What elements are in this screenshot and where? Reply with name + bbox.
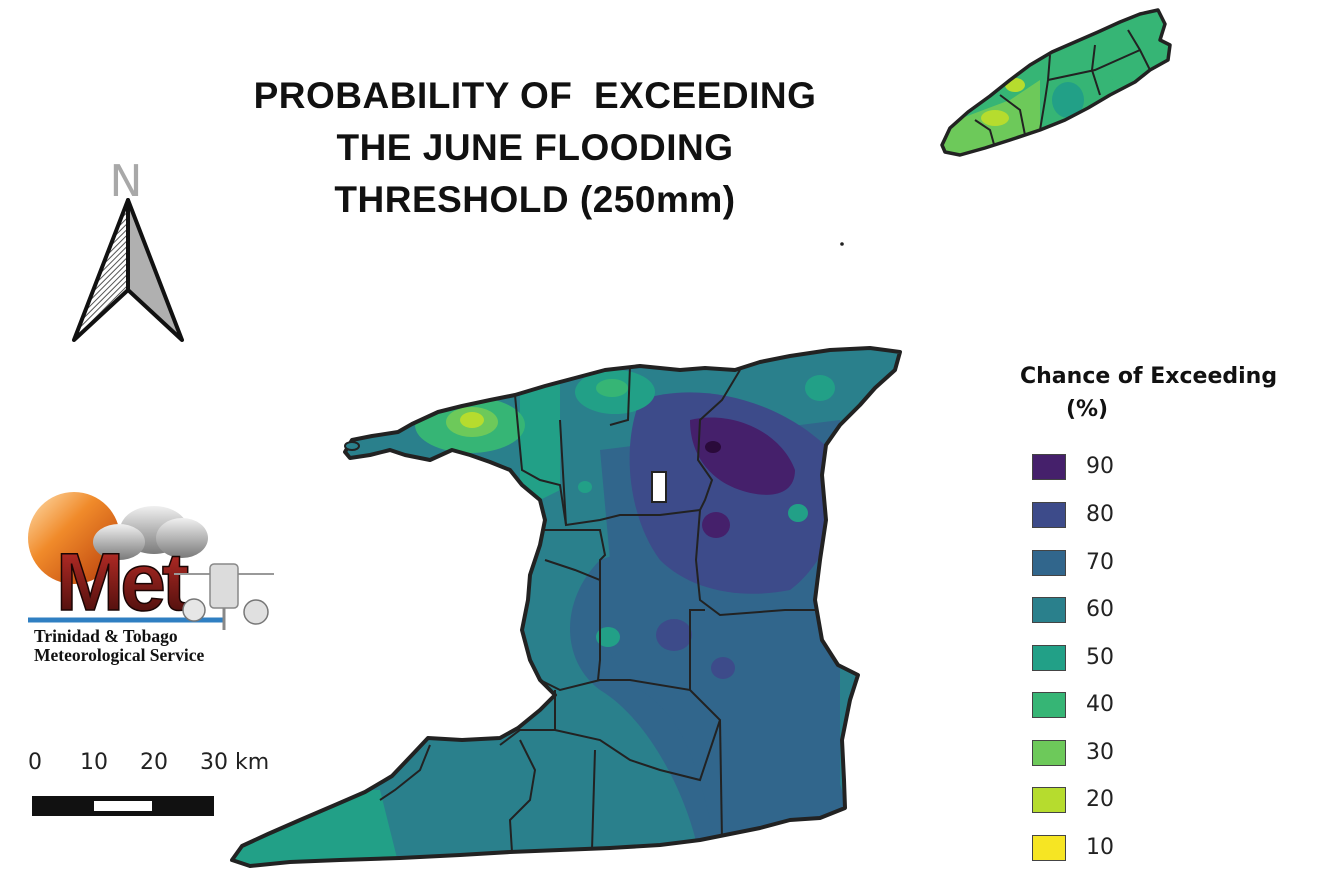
met-service-logo: Met Trinidad & Tobago Meteorological Ser… — [24, 490, 284, 670]
scale-bar-graphic — [32, 796, 214, 816]
legend-swatch — [1032, 502, 1066, 528]
organization-name: Trinidad & Tobago Meteorological Service — [34, 627, 204, 665]
legend-swatch — [1032, 835, 1066, 861]
legend-label: 50 — [1086, 645, 1114, 670]
tobago-island — [942, 10, 1170, 155]
title-line-2: THE JUNE FLOODING — [336, 127, 734, 168]
legend-item-40: 40 — [1032, 692, 1232, 722]
scale-label-0: 0 — [28, 750, 42, 775]
legend-item-20: 20 — [1032, 787, 1232, 817]
legend-item-50: 50 — [1032, 645, 1232, 675]
legend-label: 10 — [1086, 835, 1114, 860]
legend-label: 40 — [1086, 692, 1114, 717]
scale-bar: 0 10 20 30 km — [24, 748, 284, 820]
legend-title-line-1: Chance of Exceeding — [1020, 364, 1278, 389]
scale-label-10: 10 — [80, 750, 108, 775]
north-arrow: N — [60, 160, 200, 350]
legend: Chance of Exceeding (%) 90 80 70 60 50 4… — [1020, 360, 1300, 870]
legend-swatch — [1032, 645, 1066, 671]
legend-title: Chance of Exceeding (%) — [1020, 360, 1300, 426]
org-line-2: Meteorological Service — [34, 645, 205, 665]
legend-label: 20 — [1086, 787, 1114, 812]
title-line-1: PROBABILITY OF EXCEEDING — [253, 75, 817, 116]
map-title: PROBABILITY OF EXCEEDING THE JUNE FLOODI… — [200, 70, 870, 226]
islet — [344, 441, 360, 451]
met-logo-graphic: Met — [28, 492, 274, 630]
tobago-coastline — [940, 8, 1172, 157]
scale-label-30: 30 km — [200, 750, 270, 775]
met-wordmark: Met — [56, 537, 189, 628]
legend-label: 70 — [1086, 550, 1114, 575]
legend-title-line-2: (%) — [1020, 397, 1109, 422]
legend-item-30: 30 — [1032, 740, 1232, 770]
legend-label: 90 — [1086, 454, 1114, 479]
north-arrow-icon — [72, 198, 184, 342]
legend-swatch — [1032, 692, 1066, 718]
islet — [840, 242, 844, 246]
org-line-1: Trinidad & Tobago — [34, 626, 178, 646]
scale-label-20: 20 — [140, 750, 168, 775]
legend-swatch — [1032, 597, 1066, 623]
legend-swatch — [1032, 740, 1066, 766]
trinidad-coastline — [230, 346, 902, 868]
legend-item-70: 70 — [1032, 550, 1232, 580]
legend-swatch — [1032, 550, 1066, 576]
legend-label: 30 — [1086, 740, 1114, 765]
north-letter: N — [109, 156, 143, 207]
scale-bar-labels: 0 10 20 30 km — [24, 748, 284, 778]
legend-label: 60 — [1086, 597, 1114, 622]
legend-swatch — [1032, 454, 1066, 480]
title-line-3: THRESHOLD (250mm) — [334, 179, 736, 220]
legend-item-10: 10 — [1032, 835, 1232, 865]
legend-item-60: 60 — [1032, 597, 1232, 627]
legend-item-80: 80 — [1032, 502, 1232, 532]
legend-label: 80 — [1086, 502, 1114, 527]
legend-item-90: 90 — [1032, 454, 1232, 484]
legend-swatch — [1032, 787, 1066, 813]
